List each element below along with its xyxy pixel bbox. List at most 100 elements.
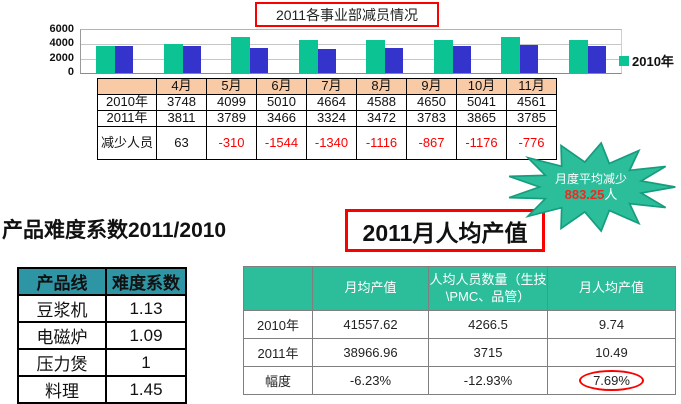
starburst-shape: [508, 141, 676, 233]
chart-title: 2011各事业部减员情况: [275, 6, 419, 23]
output-cell: 7.69%: [547, 366, 676, 395]
reduction-cell: 3783: [406, 110, 457, 127]
bar-2010年-4月: [96, 46, 116, 73]
difficulty-cell: 1.13: [105, 294, 187, 323]
reduction-header-cell: 11月: [506, 78, 557, 95]
y-tick-label: 0: [67, 66, 74, 78]
reduction-row: 2010年 3748 4099 5010 4664 4588 4650 5041 4561: [97, 94, 557, 111]
output-header-cell: 月均产值: [312, 266, 429, 311]
difficulty-cell: 电磁炉: [17, 321, 107, 350]
reduction-cell: -1116: [356, 126, 407, 160]
reduction-cell: 3466: [256, 110, 307, 127]
y-axis: 6000 4000 2000 0: [38, 23, 76, 78]
reduction-header-cell: 10月: [456, 78, 507, 95]
difficulty-cell: 压力煲: [17, 348, 107, 377]
bar-2010年-7月: [298, 39, 318, 73]
output-cell: 41557.62: [312, 310, 429, 339]
difficulty-row: 电磁炉 1.09: [17, 321, 187, 350]
reduction-cell: 3865: [456, 110, 507, 127]
reduction-cell: 3324: [306, 110, 357, 127]
reduction-cell: 63: [156, 126, 207, 160]
output-header-row: 月均产值 人均人员数量（生技\PMC、品管） 月人均产值: [243, 266, 676, 311]
difficulty-section-title: 产品难度系数2011/2010: [2, 219, 227, 242]
difficulty-row: 豆浆机 1.13: [17, 294, 187, 323]
y-tick-label: 6000: [49, 23, 74, 35]
difficulty-cell: 1.45: [105, 375, 187, 404]
circled-value: 7.69%: [579, 370, 644, 391]
output-cell: 10.49: [547, 338, 676, 367]
output-row-label: 幅度: [243, 366, 313, 395]
output-row-label: 2011年: [243, 338, 313, 367]
gridline-4000: [81, 44, 621, 46]
bar-group-7月: [284, 30, 352, 73]
reduction-header-cell: 7月: [306, 78, 357, 95]
output-cell: -6.23%: [312, 366, 429, 395]
starburst-callout: 月度平均减少 883.25人: [505, 141, 677, 233]
reduction-header-cell: 4月: [156, 78, 207, 95]
starburst-line1: 月度平均减少: [554, 172, 627, 186]
starburst-text: 月度平均减少 883.25人: [505, 141, 677, 233]
reduction-cell: 3811: [156, 110, 207, 127]
reduction-header-cell: 6月: [256, 78, 307, 95]
chart-legend: 2010年: [619, 51, 674, 70]
bar-group-5月: [149, 30, 217, 73]
output-header-cell: 人均人员数量（生技\PMC、品管）: [428, 266, 548, 311]
bar-group-4月: [81, 30, 149, 73]
bar-2011年-9月: [452, 45, 471, 73]
bar-2011年-4月: [115, 45, 134, 73]
reduction-header-row: 4月 5月 6月 7月 8月 9月 10月 11月: [97, 78, 557, 95]
difficulty-header-row: 产品线 难度系数: [17, 267, 187, 296]
starburst-polygon: [508, 141, 676, 233]
reduction-cell: 3785: [506, 110, 557, 127]
difficulty-tbody: 产品线 难度系数 豆浆机 1.13 电磁炉 1.09 压力煲 1 料理 1.45: [17, 267, 187, 404]
output-cell: 3715: [428, 338, 548, 367]
output-header-cell: 月人均产值: [547, 266, 676, 311]
output-cell: 9.74: [547, 310, 676, 339]
output-header-cell: [243, 266, 313, 311]
bar-2011年-11月: [587, 45, 606, 73]
gridline-2000: [81, 58, 621, 60]
bar-2010年-11月: [568, 40, 588, 73]
starburst-line2: 883.25人: [565, 187, 618, 202]
reduction-row-label: 减少人员: [97, 126, 157, 160]
starburst-value: 883.25: [564, 187, 605, 202]
output-cell: 38966.96: [312, 338, 429, 367]
reduction-header-cell: 5月: [206, 78, 257, 95]
difficulty-row: 料理 1.45: [17, 375, 187, 404]
bar-group-11月: [554, 30, 622, 73]
y-tick-label: 4000: [49, 37, 74, 50]
bar-2011年-10月: [520, 45, 539, 73]
output-row: 2011年 38966.96 3715 10.49: [243, 338, 676, 367]
bar-group-10月: [486, 30, 554, 73]
reduction-cell: 5010: [256, 94, 307, 111]
legend-label-2010: 2010年: [632, 54, 674, 69]
bar-2010年-6月: [231, 37, 251, 73]
reduction-header-cell: 9月: [406, 78, 457, 95]
reduction-cell: 3748: [156, 94, 207, 111]
reduction-cell: -310: [206, 126, 257, 160]
reduction-tbody: 4月 5月 6月 7月 8月 9月 10月 11月 2010年 3748 4099 5010 4664 4…: [97, 78, 557, 160]
difficulty-cell: 料理: [17, 375, 107, 404]
bar-group-6月: [216, 30, 284, 73]
bar-2010年-5月: [163, 43, 183, 73]
difficulty-cell: 豆浆机: [17, 294, 107, 323]
reduction-row-label: 2010年: [97, 94, 157, 111]
starburst-unit: 人: [604, 187, 618, 202]
reduction-cell: 4650: [406, 94, 457, 111]
output-row-label: 2010年: [243, 310, 313, 339]
y-tick-label: 2000: [49, 51, 74, 64]
reduction-cell: 4561: [506, 94, 557, 111]
reduction-header-cell: 8月: [356, 78, 407, 95]
difficulty-row: 压力煲 1: [17, 348, 187, 377]
difficulty-header-cell: 难度系数: [105, 267, 187, 296]
difficulty-cell: 1.09: [105, 321, 187, 350]
output-cell: 4266.5: [428, 310, 548, 339]
bar-group-9月: [419, 30, 487, 73]
output-row: 2010年 41557.62 4266.5 9.74: [243, 310, 676, 339]
output-row: 幅度 -6.23% -12.93% 7.69%: [243, 366, 676, 395]
reduction-cell: -867: [406, 126, 457, 160]
reduction-row: 2011年 3811 3789 3466 3324 3472 3783 3865 3785: [97, 110, 557, 127]
reduction-cell: 4664: [306, 94, 357, 111]
bar-2011年-7月: [317, 49, 336, 73]
legend-swatch-2010: [619, 55, 629, 66]
